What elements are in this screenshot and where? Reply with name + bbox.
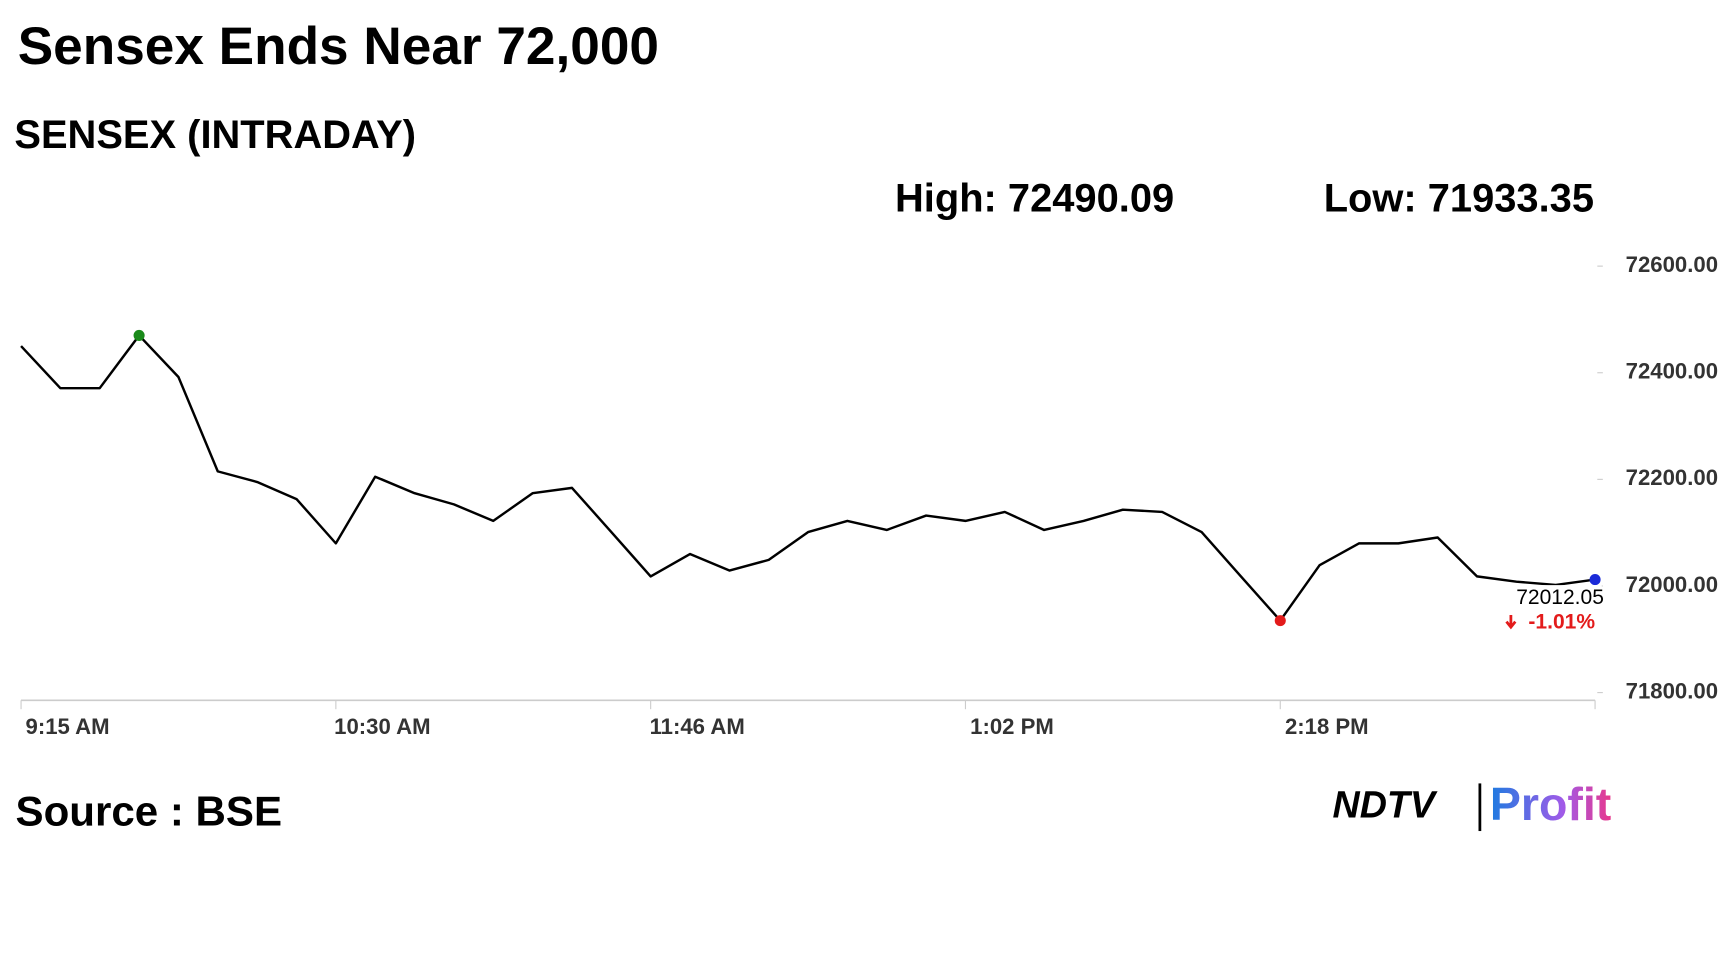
x-tick-label: 1:02 PM: [970, 714, 1054, 739]
low-label: Low: 71933.35: [1324, 176, 1594, 220]
x-tick-label: 11:46 AM: [650, 714, 745, 739]
high-label: High: 72490.09: [895, 176, 1174, 220]
y-tick-label: 72400.00: [1626, 359, 1718, 384]
down-arrow: [1505, 615, 1517, 630]
low-marker: [1274, 615, 1286, 627]
y-tick-label: 71800.00: [1626, 678, 1718, 703]
x-tick-label: 9:15 AM: [26, 714, 110, 739]
chart-title: Sensex Ends Near 72,000: [18, 17, 659, 76]
source: Source : BSE: [16, 788, 283, 835]
y-tick-label: 72600.00: [1626, 252, 1718, 277]
line: [20, 334, 1596, 622]
last-label-box: [1504, 585, 1602, 610]
last-label: 72012.05: [1516, 586, 1604, 609]
logo-brand: NDTV: [1333, 784, 1438, 826]
x-tick-label: 10:30 AM: [334, 714, 430, 739]
x-tick-label: 2:18 PM: [1285, 714, 1369, 739]
logo-product: Profit: [1490, 778, 1611, 830]
change-label: -1.01%: [1528, 610, 1595, 633]
close-marker: [1589, 574, 1601, 586]
y-tick-label: 72000.00: [1626, 572, 1718, 597]
high-marker: [133, 329, 145, 341]
chart-subtitle: SENSEX (INTRADAY): [14, 113, 416, 157]
y-tick-label: 72200.00: [1626, 465, 1718, 490]
